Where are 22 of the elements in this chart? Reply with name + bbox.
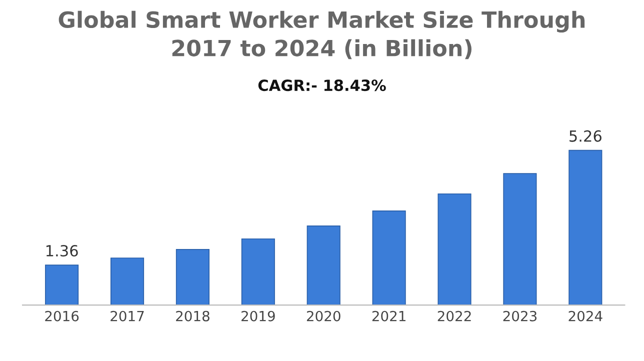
data-label: 5.26 — [570, 130, 602, 142]
bar — [241, 238, 275, 306]
bar — [306, 226, 340, 306]
x-tick-label: 2017 — [110, 310, 144, 322]
x-tick-label: 2022 — [438, 310, 471, 322]
x-tick-label: 2019 — [242, 310, 275, 322]
x-tick-label: 2018 — [176, 310, 210, 322]
bar — [568, 150, 602, 306]
x-tick-label: 2016 — [45, 310, 79, 322]
x-tick-label: 2020 — [306, 310, 340, 322]
text: CAGR:- 18.43% — [258, 80, 386, 92]
bar — [372, 210, 406, 306]
data-label: 1.36 — [46, 244, 78, 257]
bar — [438, 193, 472, 306]
bar — [503, 173, 537, 306]
x-tick-label: 2024 — [568, 310, 602, 322]
chart-title: Global Smart Worker Market Size Through 2017 to 2024 (in Billion) — [58, 10, 585, 60]
x-tick-label: 2023 — [503, 310, 537, 322]
bar — [110, 258, 144, 306]
x-tick-label: 2021 — [372, 310, 406, 322]
bar — [176, 249, 210, 306]
bar — [45, 264, 79, 306]
